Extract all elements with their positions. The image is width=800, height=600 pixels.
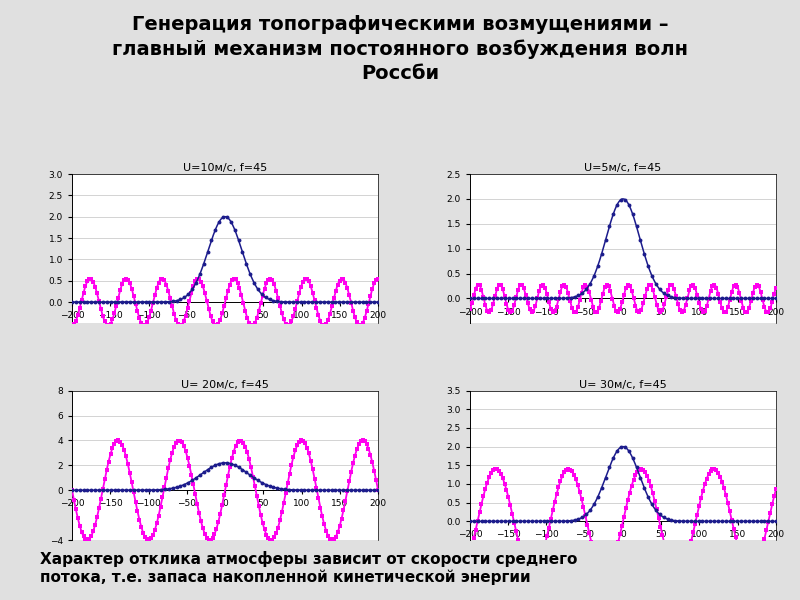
- Title: U= 30м/с, f=45: U= 30м/с, f=45: [579, 380, 667, 390]
- Text: Генерация топографическими возмущениями –
главный механизм постоянного возбужден: Генерация топографическими возмущениями …: [112, 15, 688, 83]
- Title: U=5м/с, f=45: U=5м/с, f=45: [584, 163, 662, 173]
- Title: U=10м/с, f=45: U=10м/с, f=45: [183, 163, 267, 173]
- Text: Характер отклика атмосферы зависит от скорости среднего
потока, т.е. запаса нако: Характер отклика атмосферы зависит от ск…: [40, 551, 578, 585]
- Title: U= 20м/с, f=45: U= 20м/с, f=45: [181, 380, 269, 390]
